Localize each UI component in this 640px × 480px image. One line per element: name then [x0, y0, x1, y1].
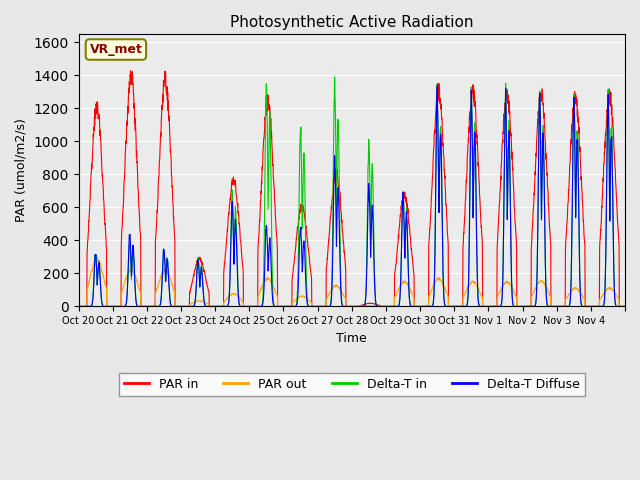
Delta-T in: [547, 303, 555, 309]
PAR in: [547, 303, 555, 309]
PAR in: [248, 303, 255, 309]
Legend: PAR in, PAR out, Delta-T in, Delta-T Diffuse: PAR in, PAR out, Delta-T in, Delta-T Dif…: [119, 372, 584, 396]
Delta-T in: [331, 74, 339, 80]
Delta-T in: [247, 303, 255, 309]
Delta-T Diffuse: [516, 303, 524, 309]
PAR in: [75, 303, 83, 309]
PAR out: [614, 295, 621, 300]
Line: Delta-T in: Delta-T in: [79, 77, 625, 306]
Delta-T Diffuse: [247, 303, 255, 309]
Delta-T Diffuse: [614, 303, 621, 309]
PAR out: [516, 303, 524, 309]
PAR in: [516, 303, 524, 309]
Text: VR_met: VR_met: [90, 43, 142, 56]
Delta-T in: [75, 303, 83, 309]
Delta-T Diffuse: [129, 242, 137, 248]
PAR out: [129, 269, 137, 275]
Line: PAR in: PAR in: [79, 71, 625, 306]
PAR in: [129, 90, 137, 96]
PAR out: [75, 303, 83, 309]
Y-axis label: PAR (umol/m2/s): PAR (umol/m2/s): [15, 118, 28, 222]
PAR in: [614, 216, 621, 221]
Delta-T in: [516, 303, 524, 309]
Delta-T in: [614, 303, 621, 309]
PAR out: [547, 303, 555, 309]
PAR out: [621, 303, 629, 309]
Delta-T Diffuse: [621, 303, 629, 309]
Delta-T in: [129, 248, 137, 254]
PAR out: [385, 303, 392, 309]
PAR out: [248, 303, 255, 309]
Title: Photosynthetic Active Radiation: Photosynthetic Active Radiation: [230, 15, 474, 30]
PAR in: [385, 303, 392, 309]
Delta-T in: [621, 303, 629, 309]
Line: PAR out: PAR out: [79, 258, 625, 306]
Delta-T Diffuse: [433, 82, 441, 88]
Delta-T Diffuse: [385, 303, 392, 309]
Delta-T Diffuse: [75, 303, 83, 309]
PAR in: [621, 303, 629, 309]
Line: Delta-T Diffuse: Delta-T Diffuse: [79, 85, 625, 306]
PAR in: [127, 68, 134, 73]
Delta-T in: [385, 303, 392, 309]
Delta-T Diffuse: [547, 303, 555, 309]
X-axis label: Time: Time: [337, 332, 367, 345]
PAR out: [93, 255, 101, 261]
